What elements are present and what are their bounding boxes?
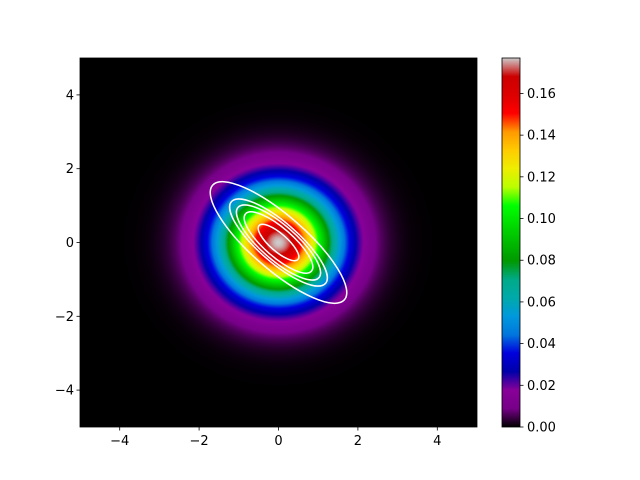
- colorbar-tick-label: 0.10: [527, 212, 556, 227]
- colorbar-gradient: [502, 58, 520, 427]
- y-tick-label: 2: [66, 162, 74, 177]
- colorbar-tick-label: 0.00: [527, 421, 556, 436]
- colorbar-tick-label: 0.14: [527, 129, 556, 144]
- contour-line-1: [243, 211, 314, 274]
- colorbar-frame: [501, 57, 521, 428]
- colorbar-tick-label: 0.04: [527, 337, 556, 352]
- x-tick-label: −2: [190, 434, 209, 449]
- x-tick-label: 2: [354, 434, 362, 449]
- x-tick-label: −4: [110, 434, 129, 449]
- contour-line-0: [257, 223, 300, 262]
- plot-frame: [79, 57, 478, 428]
- colorbar-tick-label: 0.12: [527, 170, 556, 185]
- x-tick-label: 4: [433, 434, 441, 449]
- y-tick-label: 0: [66, 236, 74, 251]
- colorbar-tick-label: 0.06: [527, 295, 556, 310]
- y-tick-label: −4: [55, 384, 74, 399]
- heatmap-image: [80, 58, 477, 427]
- y-tick-label: 4: [66, 88, 74, 103]
- x-tick-label: 0: [274, 434, 282, 449]
- colorbar-tick-label: 0.08: [527, 254, 556, 269]
- colorbar-tick-label: 0.02: [527, 379, 556, 394]
- colorbar-tick-label: 0.16: [527, 87, 556, 102]
- contour-line-3: [228, 198, 329, 287]
- contour-line-4: [209, 180, 348, 305]
- contour-line-2: [235, 204, 322, 281]
- y-tick-label: −2: [55, 310, 74, 325]
